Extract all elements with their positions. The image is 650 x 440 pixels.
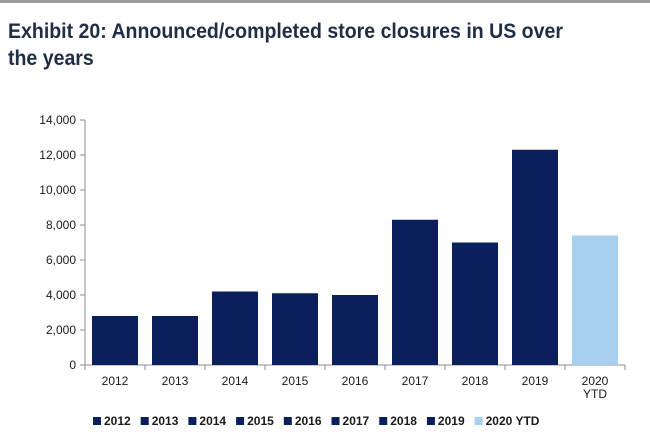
legend-swatch: [236, 417, 245, 425]
legend-swatch: [283, 417, 292, 425]
x-tick-label: 2017: [402, 374, 429, 388]
x-tick-label: 2013: [162, 374, 189, 388]
y-tick-label: 0: [69, 358, 76, 372]
y-tick-label: 4,000: [46, 288, 76, 302]
legend-label: 2017: [343, 414, 370, 428]
legend-swatch: [379, 417, 388, 425]
x-tick-label: 2018: [462, 374, 489, 388]
top-rule: [0, 0, 650, 3]
x-tick-label: 2020: [582, 374, 609, 388]
y-tick-label: 10,000: [39, 183, 76, 197]
bar-2012: [92, 316, 138, 365]
y-tick-label: 14,000: [39, 113, 76, 127]
legend-label: 2020 YTD: [486, 414, 540, 428]
legend-swatch: [188, 417, 197, 425]
y-tick-label: 2,000: [46, 323, 76, 337]
legend-label: 2019: [438, 414, 465, 428]
legend-swatch: [93, 417, 101, 425]
y-tick-label: 8,000: [46, 218, 76, 232]
y-tick-label: 6,000: [46, 253, 76, 267]
x-tick-label: YTD: [583, 387, 607, 401]
legend-swatch: [474, 417, 483, 425]
y-tick-label: 12,000: [39, 148, 76, 162]
legend-swatch: [331, 417, 340, 425]
legend-label: 2018: [390, 414, 417, 428]
legend-label: 2016: [295, 414, 322, 428]
bar-2014: [212, 291, 258, 365]
x-tick-label: 2012: [102, 374, 129, 388]
legend-label: 2015: [247, 414, 274, 428]
bar-2020-ytd: [572, 235, 618, 365]
x-tick-label: 2015: [282, 374, 309, 388]
bar-2013: [152, 316, 198, 365]
legend-swatch: [426, 417, 435, 425]
x-tick-label: 2014: [222, 374, 249, 388]
bar-2018: [452, 242, 498, 365]
legend-label: 2013: [152, 414, 179, 428]
x-tick-label: 2016: [342, 374, 369, 388]
bar-2016: [332, 295, 378, 365]
bar-2019: [512, 149, 558, 365]
x-tick-label: 2019: [522, 374, 549, 388]
bar-2017: [392, 219, 438, 365]
legend-label: 2012: [104, 414, 131, 428]
chart-title: Exhibit 20: Announced/completed store cl…: [8, 20, 563, 70]
legend-label: 2014: [199, 414, 226, 428]
bar-2015: [272, 293, 318, 365]
legend-swatch: [140, 417, 149, 425]
